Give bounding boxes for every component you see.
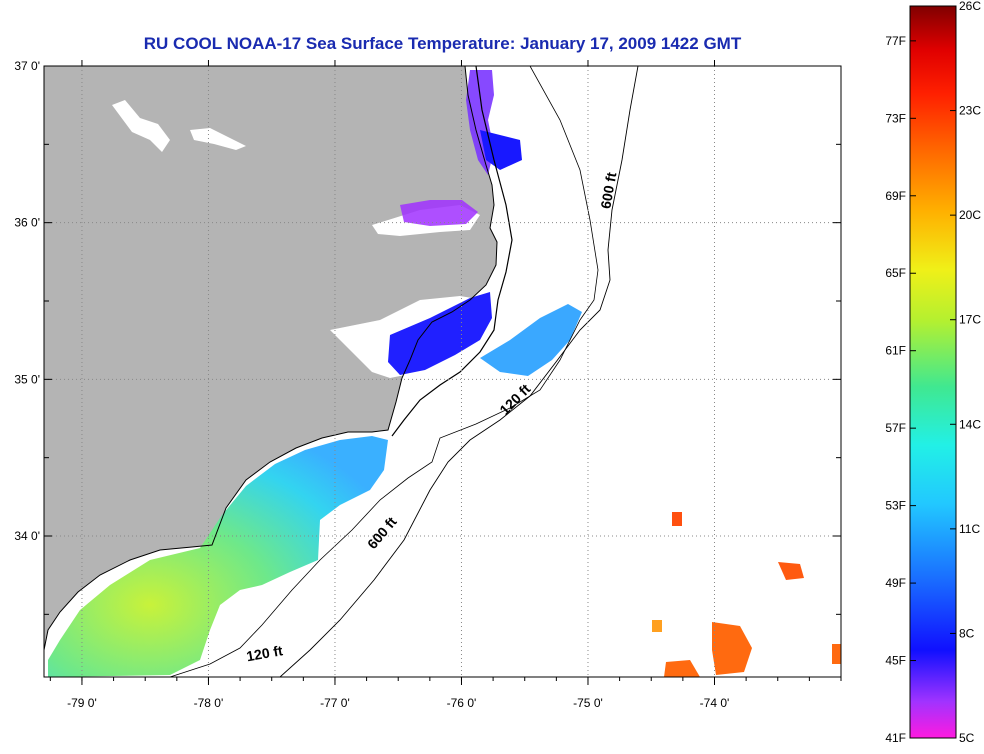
sst-patch-gulfstream-1 <box>712 622 752 675</box>
sst-swath-hatteras <box>480 304 582 376</box>
colorbar-celsius-label: 8C <box>959 626 975 640</box>
isobath-label: 600 ft <box>597 171 619 210</box>
sst-swath-sound-purple <box>400 200 478 226</box>
colorbar-celsius-label: 5C <box>959 731 975 745</box>
outer-banks <box>391 66 513 437</box>
lon-tick-label: -76 0' <box>447 696 477 710</box>
river-water-2 <box>190 128 246 150</box>
lat-tick-label: 35 0' <box>14 372 40 386</box>
isobath-label: 120 ft <box>245 642 284 664</box>
lat-tick-label: 34 0' <box>14 529 40 543</box>
colorbar-celsius-label: 14C <box>959 417 981 431</box>
land-mass <box>44 66 497 650</box>
colorbar-celsius-label: 23C <box>959 104 981 118</box>
lon-tick-label: -79 0' <box>67 696 97 710</box>
colorbar-ticks <box>910 5 956 739</box>
colorbar-celsius-label: 17C <box>959 313 981 327</box>
colorbar-fahrenheit-label: 57F <box>885 421 906 435</box>
colorbar-celsius-label: 11C <box>959 522 980 536</box>
sst-patch-gulfstream-4 <box>672 512 682 526</box>
sst-swath-south <box>48 436 388 677</box>
sst-swath-north-blue <box>480 130 522 170</box>
map-title: RU COOL NOAA-17 Sea Surface Temperature:… <box>143 34 742 53</box>
colorbar-fahrenheit-label: 41F <box>885 731 906 745</box>
coastline <box>44 66 498 651</box>
colorbar-celsius-label: 20C <box>959 208 981 222</box>
axis-labels: 37 0' 36 0' 35 0' 34 0' -79 0' -78 0' -77 0' -7… <box>14 59 729 710</box>
colorbar-gradient <box>909 5 957 739</box>
isobath-120ft <box>169 66 599 677</box>
colorbar-fahrenheit-label: 49F <box>885 576 906 590</box>
map-layers <box>44 66 841 677</box>
axis-ticks <box>44 60 842 685</box>
lat-tick-label: 36 0' <box>14 216 40 230</box>
sst-patch-gulfstream-3 <box>778 562 804 580</box>
lon-tick-label: -77 0' <box>320 696 350 710</box>
colorbar-labels: 26C 23C 20C 17C 14C 11C 8C 5C 77F 73F 69F 65F 61F 57F… <box>885 0 981 745</box>
colorbar-fahrenheit-label: 53F <box>885 499 906 513</box>
sst-swath-sound <box>388 292 492 375</box>
map-frame <box>43 65 842 678</box>
lat-tick-label: 37 0' <box>14 59 40 73</box>
colorbar-fahrenheit-label: 61F <box>885 344 906 358</box>
lon-tick-label: -78 0' <box>194 696 224 710</box>
colorbar-fahrenheit-label: 77F <box>885 34 906 48</box>
sst-patch-gulfstream-2 <box>664 660 700 677</box>
colorbar: 26C 23C 20C 17C 14C 11C 8C 5C 77F 73F 69F 65F 61F 57F… <box>885 0 981 745</box>
colorbar-fahrenheit-label: 45F <box>885 654 906 668</box>
colorbar-fahrenheit-label: 65F <box>885 266 906 280</box>
isobath-600ft <box>279 66 639 677</box>
sst-patch-gulfstream-5 <box>832 644 841 664</box>
river-water <box>112 100 170 152</box>
sst-patch-gulfstream-6 <box>652 620 662 632</box>
colorbar-fahrenheit-label: 69F <box>885 189 906 203</box>
colorbar-celsius-label: 26C <box>959 0 981 13</box>
lon-tick-label: -75 0' <box>573 696 603 710</box>
lon-tick-label: -74 0' <box>700 696 730 710</box>
colorbar-fahrenheit-label: 73F <box>885 111 906 125</box>
